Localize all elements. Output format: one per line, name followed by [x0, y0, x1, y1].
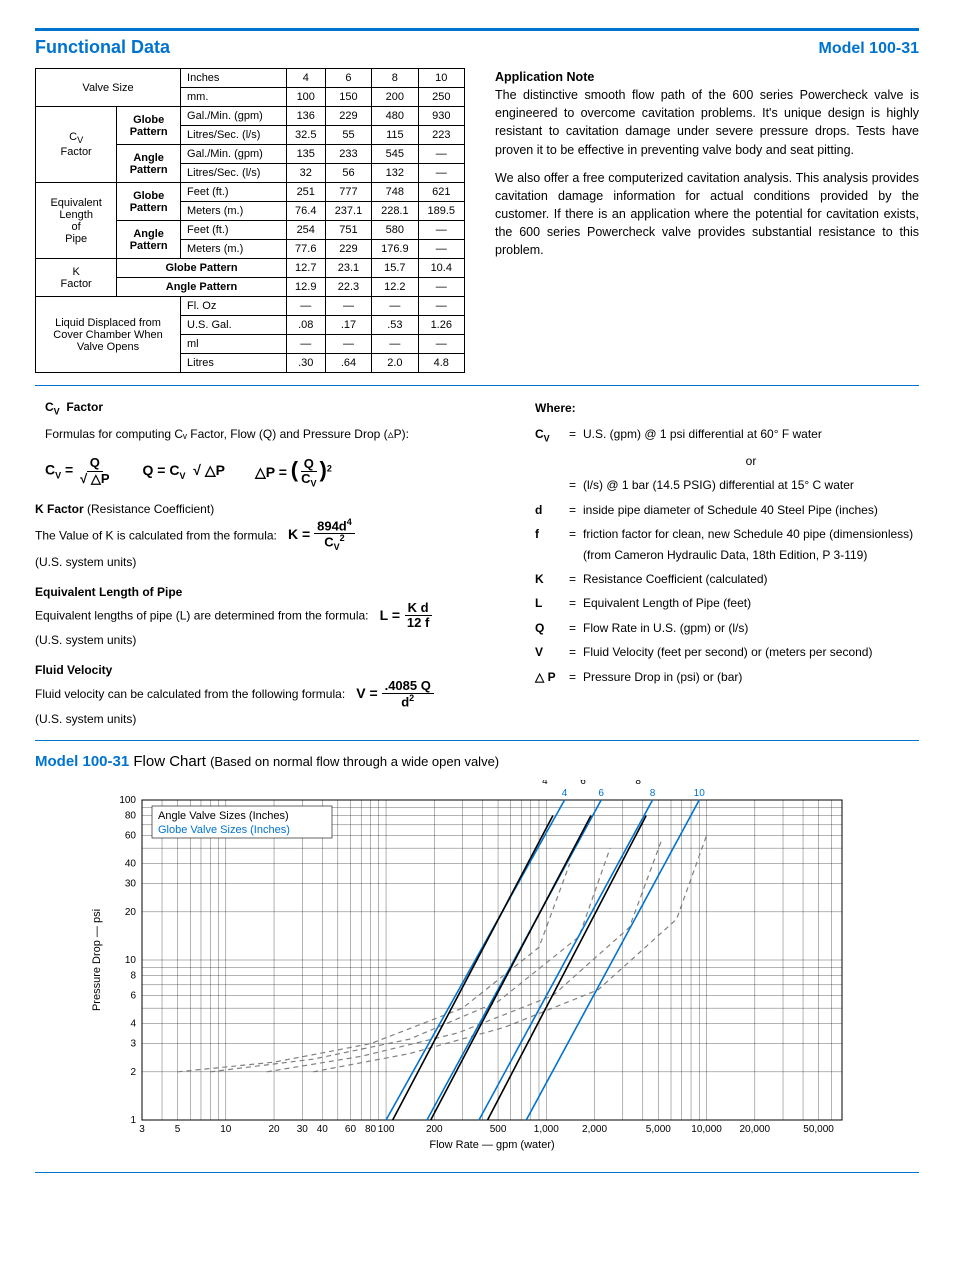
top-rule [35, 28, 919, 31]
svg-text:10: 10 [125, 955, 137, 966]
k-units: (U.S. system units) [35, 555, 136, 569]
flow-chart: 351020304060801002005001,0002,0005,00010… [82, 780, 872, 1160]
k-text: The Value of K is calculated from the fo… [35, 528, 277, 542]
fv-title: Fluid Velocity [35, 661, 505, 679]
svg-text:3: 3 [130, 1038, 136, 1049]
svg-text:4: 4 [562, 788, 568, 799]
formulas-section: CV Factor Formulas for computing Cᵥ Fact… [35, 398, 919, 728]
svg-text:100: 100 [119, 795, 136, 806]
cv-factor-heading: CV Factor [45, 398, 505, 419]
svg-text:20: 20 [268, 1124, 280, 1135]
data-table-wrap: Valve SizeInches46810mm.100150200250CVFa… [35, 68, 465, 373]
top-section: Valve SizeInches46810mm.100150200250CVFa… [35, 68, 919, 373]
svg-text:3: 3 [139, 1124, 145, 1135]
cv-formulas: CV = Q√ △P Q = CV √ △P △P = (QCV)2 [45, 453, 505, 490]
svg-text:5: 5 [175, 1124, 181, 1135]
svg-text:40: 40 [125, 858, 137, 869]
chart-title: Model 100-31 Flow Chart (Based on normal… [35, 753, 919, 770]
svg-text:Flow Rate — gpm (water): Flow Rate — gpm (water) [429, 1139, 554, 1151]
eqlen-title: Equivalent Length of Pipe [35, 583, 505, 601]
header: Functional Data Model 100-31 [35, 37, 919, 58]
svg-text:6: 6 [580, 780, 586, 787]
eqlen-text: Equivalent lengths of pipe (L) are deter… [35, 609, 369, 623]
svg-text:500: 500 [490, 1124, 507, 1135]
svg-text:1,000: 1,000 [534, 1124, 559, 1135]
svg-text:8: 8 [650, 788, 656, 799]
svg-text:1: 1 [130, 1115, 136, 1126]
k-sub: (Resistance Coefficient) [84, 502, 215, 516]
chart-rule [35, 740, 919, 741]
chart-wrap: 351020304060801002005001,0002,0005,00010… [35, 780, 919, 1160]
svg-text:50,000: 50,000 [803, 1124, 834, 1135]
appnote-p2: We also offer a free computerized cavita… [495, 169, 919, 260]
where-block: Where: CV=U.S. (gpm) @ 1 psi differentia… [535, 398, 919, 728]
svg-text:200: 200 [426, 1124, 443, 1135]
cv-intro: Formulas for computing Cᵥ Factor, Flow (… [45, 425, 505, 443]
svg-text:10: 10 [694, 788, 706, 799]
svg-text:20: 20 [125, 906, 137, 917]
svg-text:4: 4 [130, 1018, 136, 1029]
svg-text:8: 8 [635, 780, 641, 787]
mid-rule [35, 385, 919, 386]
svg-text:5,000: 5,000 [646, 1124, 671, 1135]
svg-text:60: 60 [345, 1124, 357, 1135]
k-title: K Factor [35, 502, 84, 516]
svg-text:80: 80 [365, 1124, 377, 1135]
svg-text:10,000: 10,000 [691, 1124, 722, 1135]
svg-text:20,000: 20,000 [740, 1124, 771, 1135]
svg-text:30: 30 [125, 878, 137, 889]
page-title-left: Functional Data [35, 37, 170, 58]
where-list: CV=U.S. (gpm) @ 1 psi differential at 60… [535, 424, 919, 687]
where-title: Where: [535, 398, 919, 418]
svg-text:80: 80 [125, 810, 137, 821]
svg-text:Pressure Drop — psi: Pressure Drop — psi [91, 908, 103, 1010]
svg-text:100: 100 [378, 1124, 395, 1135]
svg-text:6: 6 [598, 788, 604, 799]
appnote-p1: The distinctive smooth flow path of the … [495, 88, 919, 156]
svg-text:6: 6 [130, 990, 136, 1001]
svg-text:8: 8 [130, 970, 136, 981]
svg-text:2,000: 2,000 [582, 1124, 607, 1135]
eqlen-block: Equivalent lengths of pipe (L) are deter… [35, 601, 505, 649]
svg-text:60: 60 [125, 830, 137, 841]
svg-text:30: 30 [297, 1124, 309, 1135]
application-note: Application Note The distinctive smooth … [495, 68, 919, 373]
k-factor-block: K Factor (Resistance Coefficient) The Va… [35, 500, 505, 571]
svg-text:Globe Valve Sizes (Inches): Globe Valve Sizes (Inches) [158, 824, 290, 836]
functional-data-table: Valve SizeInches46810mm.100150200250CVFa… [35, 68, 465, 373]
fv-block: Fluid velocity can be calculated from th… [35, 679, 505, 728]
fv-text: Fluid velocity can be calculated from th… [35, 687, 345, 701]
svg-text:4: 4 [542, 780, 548, 787]
svg-text:Angle Valve Sizes (Inches): Angle Valve Sizes (Inches) [158, 810, 289, 822]
svg-text:40: 40 [317, 1124, 329, 1135]
appnote-title: Application Note [495, 70, 594, 84]
svg-text:2: 2 [130, 1066, 136, 1077]
formulas-left: CV Factor Formulas for computing Cᵥ Fact… [35, 398, 505, 728]
svg-text:10: 10 [220, 1124, 232, 1135]
page-title-right: Model 100-31 [819, 40, 919, 58]
bottom-rule [35, 1172, 919, 1173]
